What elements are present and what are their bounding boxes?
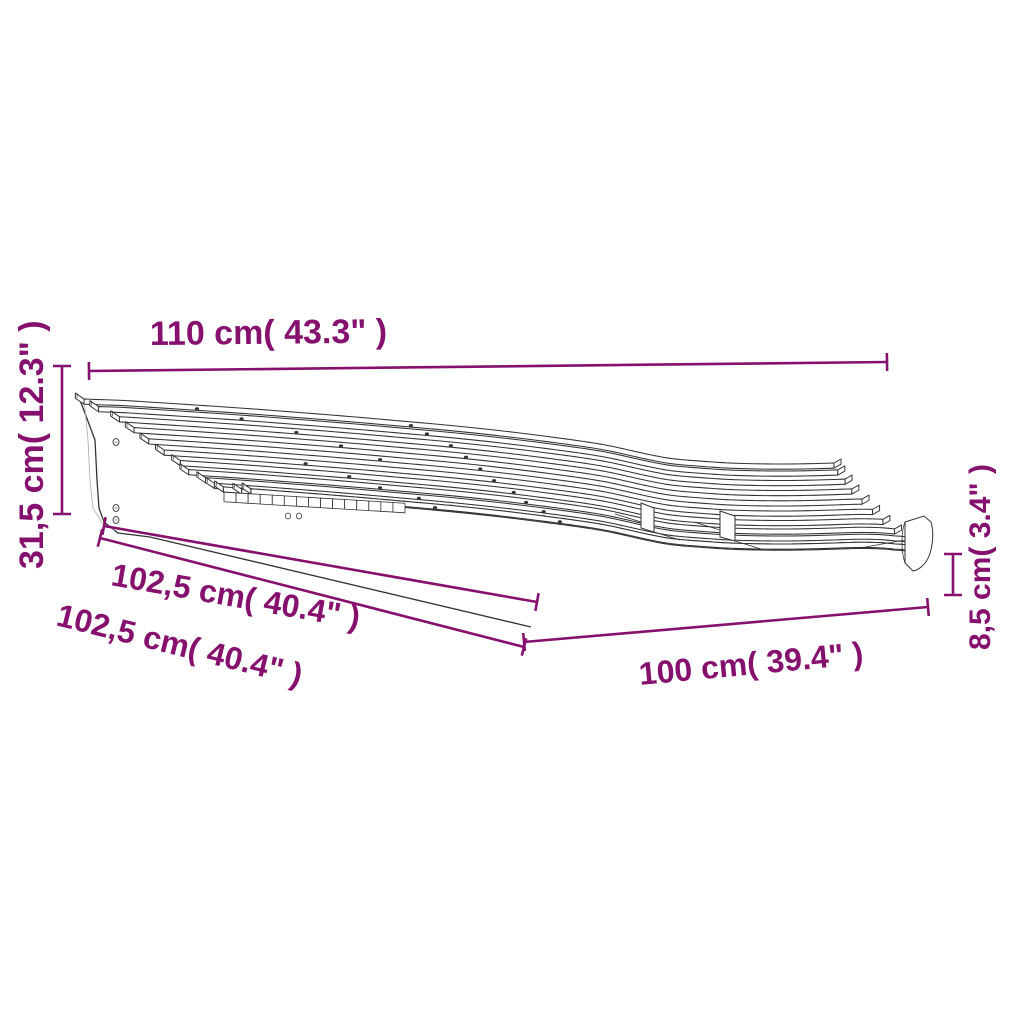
svg-text:8,5 cm( 3.4" ): 8,5 cm( 3.4" ): [964, 464, 997, 650]
svg-text:31,5 cm( 12.3" ): 31,5 cm( 12.3" ): [13, 320, 51, 569]
svg-text:110 cm( 43.3" ): 110 cm( 43.3" ): [150, 313, 388, 353]
